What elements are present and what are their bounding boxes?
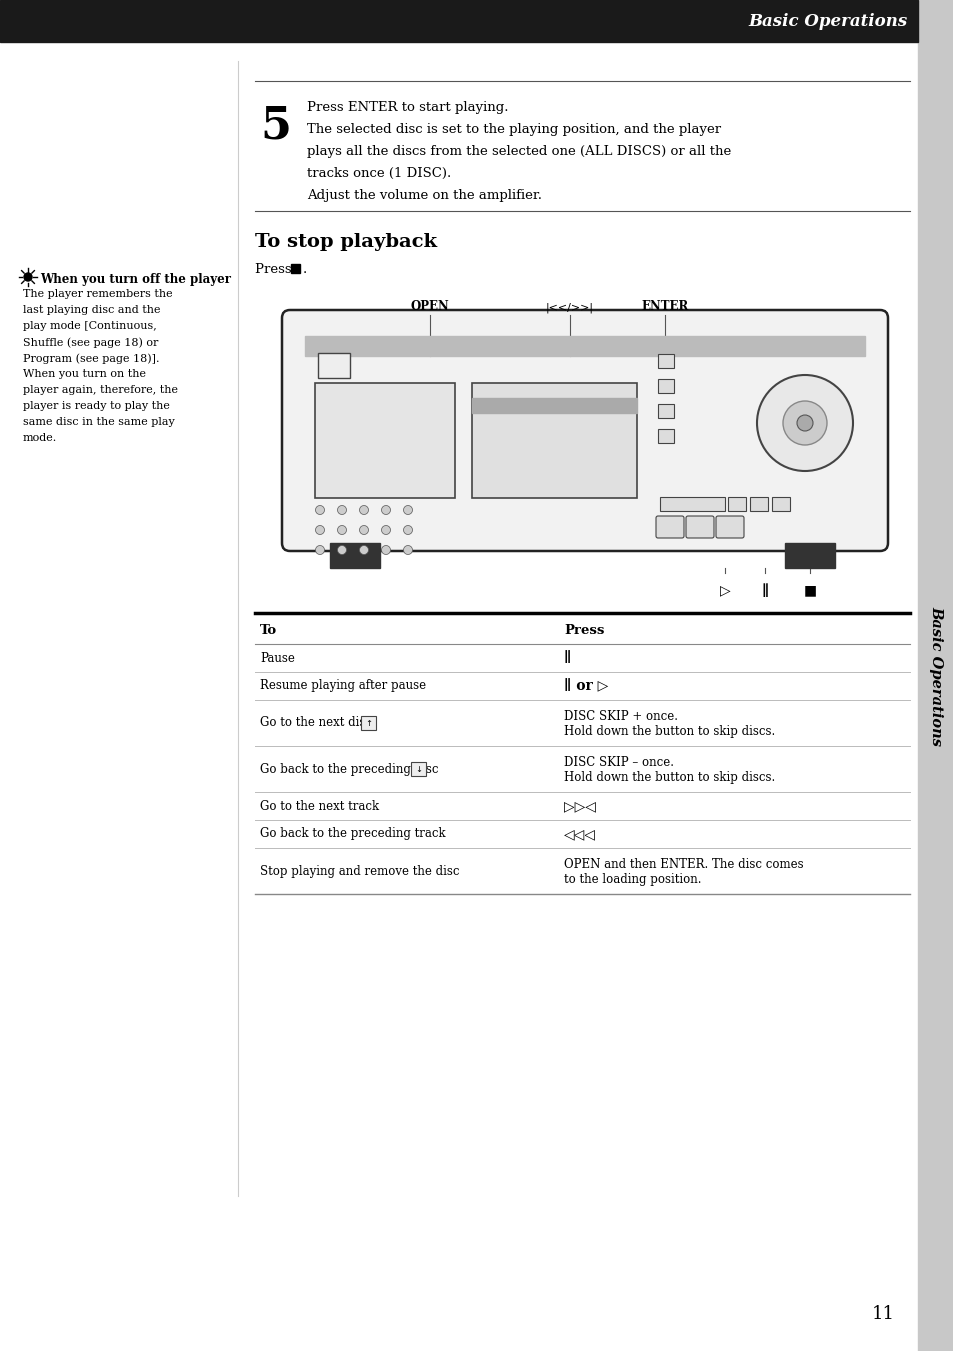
- FancyBboxPatch shape: [716, 516, 743, 538]
- Text: player again, therefore, the: player again, therefore, the: [23, 385, 178, 394]
- Bar: [658, 354, 673, 367]
- Text: Go back to the preceding disc: Go back to the preceding disc: [260, 762, 438, 775]
- Text: When you turn on the: When you turn on the: [23, 369, 146, 380]
- Text: |<</>>|: |<</>>|: [545, 303, 594, 313]
- Circle shape: [315, 526, 324, 535]
- Bar: [317, 353, 350, 378]
- Text: last playing disc and the: last playing disc and the: [23, 305, 160, 315]
- Bar: [658, 380, 673, 393]
- Bar: [749, 497, 767, 511]
- Text: Go to the next disc: Go to the next disc: [260, 716, 372, 730]
- Text: DISC SKIP + once.: DISC SKIP + once.: [563, 709, 678, 723]
- Text: plays all the discs from the selected one (ALL DISCS) or all the: plays all the discs from the selected on…: [307, 145, 731, 158]
- Circle shape: [24, 273, 32, 281]
- Text: Press: Press: [254, 263, 295, 276]
- Text: play mode [Continuous,: play mode [Continuous,: [23, 322, 156, 331]
- Circle shape: [337, 505, 346, 515]
- Bar: [771, 497, 789, 511]
- Text: same disc in the same play: same disc in the same play: [23, 417, 174, 427]
- Circle shape: [381, 526, 390, 535]
- Bar: [314, 382, 455, 499]
- Text: OPEN and then ENTER. The disc comes: OPEN and then ENTER. The disc comes: [563, 858, 802, 870]
- Text: ENTER: ENTER: [640, 300, 688, 313]
- Text: Shuffle (see page 18) or: Shuffle (see page 18) or: [23, 336, 158, 347]
- Text: 11: 11: [871, 1305, 894, 1323]
- Circle shape: [381, 546, 390, 554]
- Circle shape: [359, 546, 368, 554]
- FancyBboxPatch shape: [656, 516, 683, 538]
- Circle shape: [403, 526, 412, 535]
- Text: Press: Press: [563, 624, 604, 638]
- Text: The selected disc is set to the playing position, and the player: The selected disc is set to the playing …: [307, 123, 720, 136]
- Text: Go back to the preceding track: Go back to the preceding track: [260, 828, 445, 840]
- Text: Basic Operations: Basic Operations: [748, 12, 907, 30]
- Text: ■: ■: [802, 584, 816, 597]
- Text: ↓: ↓: [415, 765, 421, 774]
- Circle shape: [782, 401, 826, 444]
- Bar: [472, 382, 637, 499]
- Text: ◁◁◁: ◁◁◁: [563, 827, 596, 842]
- Text: Hold down the button to skip discs.: Hold down the button to skip discs.: [563, 724, 775, 738]
- Circle shape: [315, 546, 324, 554]
- Circle shape: [359, 526, 368, 535]
- Text: ▷: ▷: [719, 584, 730, 597]
- Text: Adjust the volume on the amplifier.: Adjust the volume on the amplifier.: [307, 189, 541, 203]
- Circle shape: [757, 376, 852, 471]
- Bar: [305, 336, 864, 357]
- Text: When you turn off the player: When you turn off the player: [40, 273, 231, 286]
- Text: OPEN: OPEN: [410, 300, 449, 313]
- Text: Basic Operations: Basic Operations: [928, 607, 942, 746]
- Text: ↑: ↑: [365, 719, 372, 727]
- Bar: [917, 0, 953, 1351]
- Circle shape: [359, 505, 368, 515]
- Text: 5: 5: [260, 104, 291, 147]
- Bar: [0, 0, 917, 42]
- Text: To: To: [260, 624, 276, 638]
- Bar: [360, 716, 375, 730]
- Circle shape: [381, 505, 390, 515]
- Text: mode.: mode.: [23, 434, 57, 443]
- Bar: [784, 543, 834, 567]
- Text: to the loading position.: to the loading position.: [563, 873, 700, 885]
- Bar: [658, 430, 673, 443]
- Bar: [411, 762, 426, 775]
- Text: ∥: ∥: [760, 584, 768, 597]
- Circle shape: [403, 546, 412, 554]
- Bar: [659, 497, 724, 511]
- Circle shape: [796, 415, 812, 431]
- Text: tracks once (1 DISC).: tracks once (1 DISC).: [307, 168, 451, 180]
- Text: ∥: ∥: [563, 651, 571, 665]
- Bar: [472, 399, 637, 413]
- Bar: [727, 497, 745, 511]
- Circle shape: [337, 546, 346, 554]
- FancyBboxPatch shape: [282, 309, 887, 551]
- Bar: [291, 263, 299, 273]
- Text: Program (see page 18)].: Program (see page 18)].: [23, 353, 159, 363]
- Text: Stop playing and remove the disc: Stop playing and remove the disc: [260, 865, 459, 878]
- Text: player is ready to play the: player is ready to play the: [23, 401, 170, 411]
- Text: ▷▷◁: ▷▷◁: [563, 798, 596, 813]
- Text: Go to the next track: Go to the next track: [260, 800, 378, 812]
- Text: To stop playback: To stop playback: [254, 232, 436, 251]
- Circle shape: [403, 505, 412, 515]
- Bar: [330, 543, 379, 567]
- Circle shape: [315, 505, 324, 515]
- Bar: [658, 404, 673, 417]
- Text: Hold down the button to skip discs.: Hold down the button to skip discs.: [563, 770, 775, 784]
- FancyBboxPatch shape: [685, 516, 713, 538]
- Text: ∥ or ▷: ∥ or ▷: [563, 680, 608, 693]
- Text: The player remembers the: The player remembers the: [23, 289, 172, 299]
- Text: DISC SKIP – once.: DISC SKIP – once.: [563, 755, 673, 769]
- Circle shape: [337, 526, 346, 535]
- Text: Press ENTER to start playing.: Press ENTER to start playing.: [307, 101, 508, 113]
- Text: .: .: [303, 263, 307, 276]
- Text: Pause: Pause: [260, 651, 294, 665]
- Text: Resume playing after pause: Resume playing after pause: [260, 680, 426, 693]
